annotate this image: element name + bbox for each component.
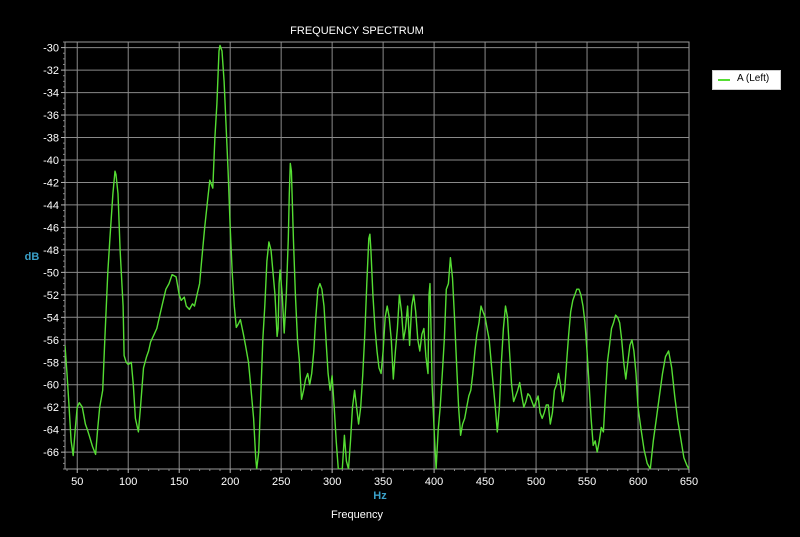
series-line-0 bbox=[65, 44, 689, 469]
plot-frame-layer bbox=[64, 41, 690, 470]
grid-layer bbox=[65, 42, 689, 469]
x-tick-label: 600 bbox=[629, 476, 647, 488]
x-tick-label: 400 bbox=[425, 476, 443, 488]
y-axis-label: dB bbox=[25, 251, 40, 263]
y-tick-label: -54 bbox=[43, 312, 59, 324]
x-tick-label: 200 bbox=[221, 476, 239, 488]
y-tick-label: -38 bbox=[43, 133, 59, 145]
y-tick-label: -40 bbox=[43, 155, 59, 167]
x-tick-label: 300 bbox=[323, 476, 341, 488]
x-tick-label: 50 bbox=[71, 476, 83, 488]
y-tick-label: -32 bbox=[43, 65, 59, 77]
y-tick-label: -42 bbox=[43, 177, 59, 189]
plot-frame bbox=[64, 41, 690, 470]
y-tick-label: -44 bbox=[43, 200, 59, 212]
y-tick-label: -56 bbox=[43, 335, 59, 347]
y-tick-label: -46 bbox=[43, 222, 59, 234]
y-tick-label: -48 bbox=[43, 245, 59, 257]
y-tick-label: -52 bbox=[43, 290, 59, 302]
y-tick-label: -58 bbox=[43, 357, 59, 369]
y-tick-label: -36 bbox=[43, 110, 59, 122]
y-tick-label: -50 bbox=[43, 267, 59, 279]
series-layer bbox=[65, 44, 689, 469]
legend-label: A (Left) bbox=[737, 73, 770, 84]
x-axis-label: Frequency bbox=[331, 509, 383, 521]
y-tick-label: -60 bbox=[43, 380, 59, 392]
x-tick-label: 150 bbox=[170, 476, 188, 488]
x-tick-label: 550 bbox=[578, 476, 596, 488]
x-tick-label: 250 bbox=[272, 476, 290, 488]
x-tick-label: 500 bbox=[527, 476, 545, 488]
legend: A (Left) bbox=[712, 70, 781, 90]
chart-title: FREQUENCY SPECTRUM bbox=[290, 25, 424, 37]
tick-layer: 50 100 150 200 250 300 350 400 450 500 550 600 650 -3… bbox=[43, 41, 698, 488]
y-tick-label: -64 bbox=[43, 425, 59, 437]
x-tick-label: 450 bbox=[476, 476, 494, 488]
x-axis-unit: Hz bbox=[373, 490, 387, 502]
legend-swatch bbox=[718, 79, 730, 81]
y-tick-label: -62 bbox=[43, 402, 59, 414]
x-tick-label: 650 bbox=[680, 476, 698, 488]
x-tick-label: 100 bbox=[119, 476, 137, 488]
y-tick-label: -66 bbox=[43, 447, 59, 459]
x-tick-label: 350 bbox=[374, 476, 392, 488]
y-tick-label: -34 bbox=[43, 88, 59, 100]
y-tick-label: -30 bbox=[43, 43, 59, 55]
